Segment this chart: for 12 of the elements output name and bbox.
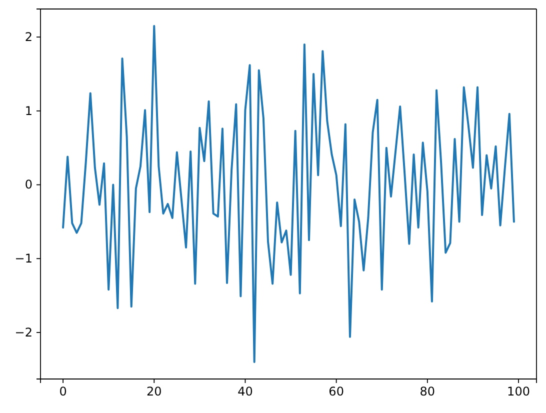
x-tick-label: 0	[59, 384, 67, 399]
x-tick-label: 40	[238, 384, 253, 399]
x-tick-label: 80	[420, 384, 436, 399]
y-tick-label: 2	[24, 30, 32, 44]
line-series	[62, 24, 515, 364]
y-tick-label: 1	[24, 104, 32, 118]
y-tick-label: 0	[24, 178, 32, 192]
x-tick-label: 20	[146, 384, 162, 399]
y-tick-label: −1	[14, 251, 32, 266]
x-tick-label: 60	[328, 384, 344, 399]
y-tick-label: −2	[14, 325, 32, 340]
x-tick-label: 100	[507, 384, 530, 399]
